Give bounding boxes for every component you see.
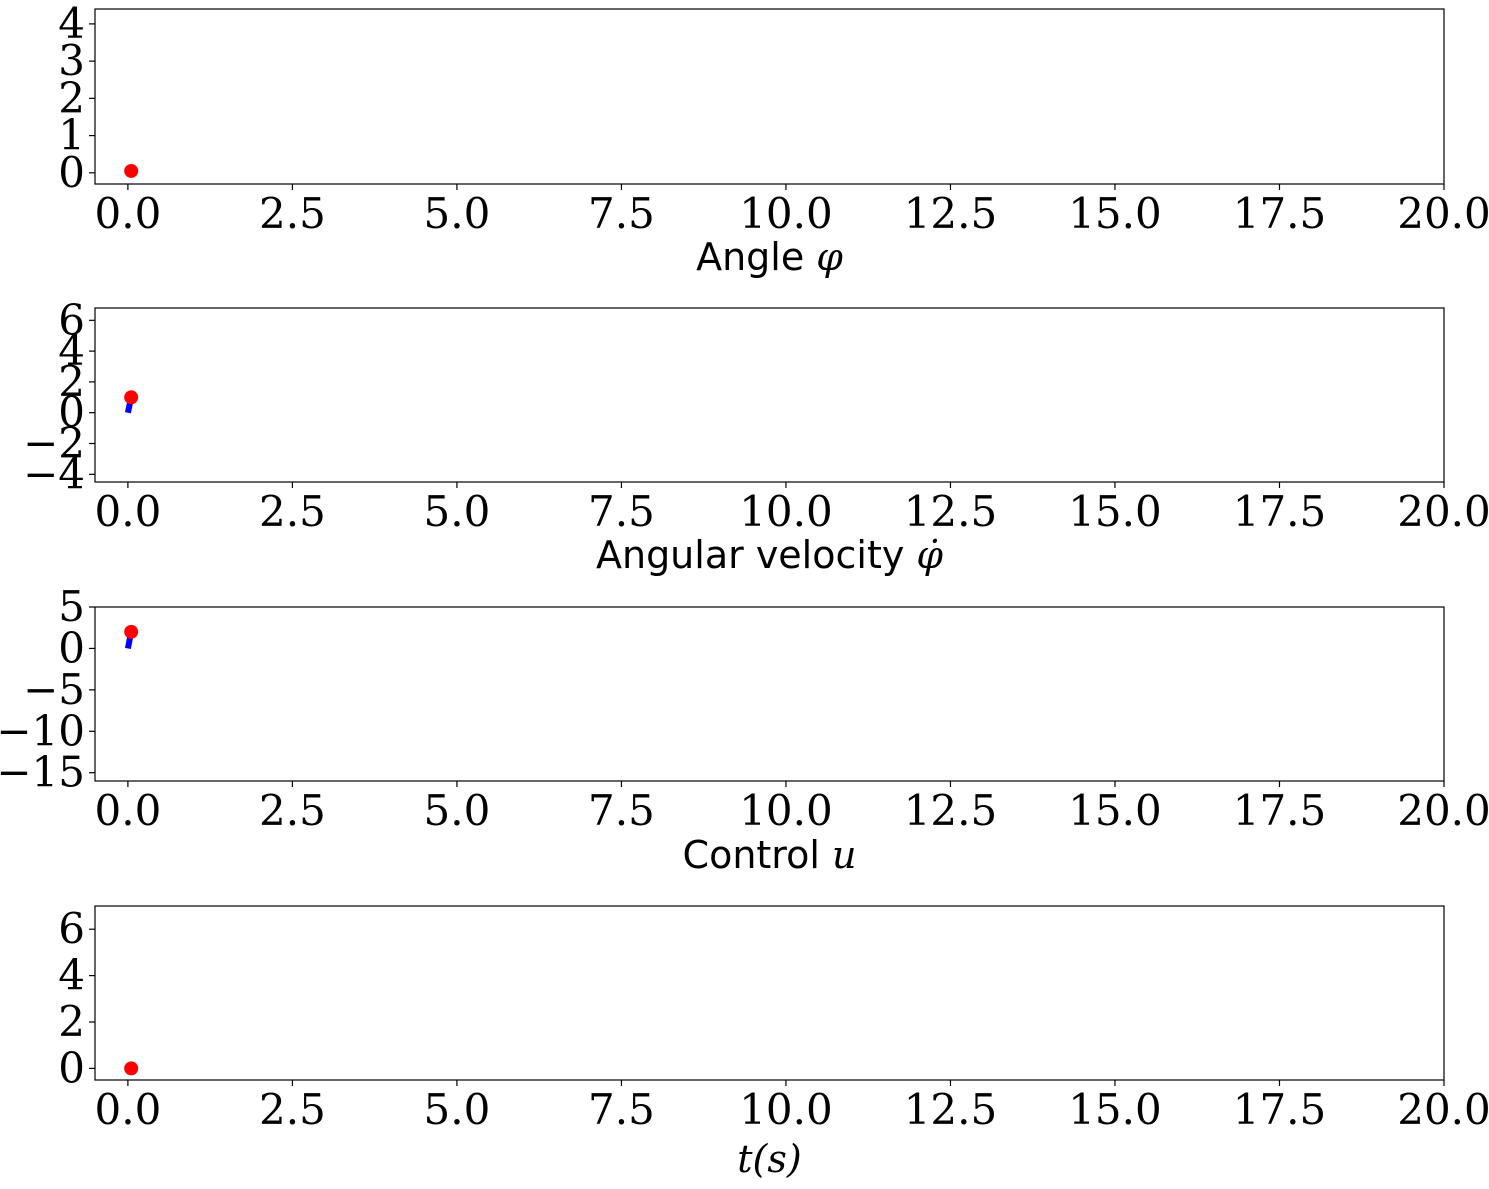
x-tick-label: 0.0 [95, 487, 162, 536]
x-tick-label: 15.0 [1068, 1085, 1162, 1134]
y-tick-label: 3 [58, 36, 85, 85]
x-axis-label: t(s) [737, 1137, 801, 1181]
x-axis-label-math: t(s) [737, 1137, 801, 1181]
x-axis-label-math: φ [816, 235, 843, 279]
plot-frame [94, 8, 1445, 185]
x-tick-label: 17.5 [1233, 487, 1327, 536]
x-axis-label: Control u [683, 833, 857, 877]
y-tick-label: 6 [58, 295, 85, 344]
y-tick-label: 4 [58, 951, 85, 1000]
subplot-3: 0.0 2.5 5.0 7.5 10.0 12.5 15.0 17.5 20.0 −15−10−5… [0, 582, 1489, 877]
x-tick-label: 17.5 [1233, 1085, 1327, 1134]
x-tick-label: 2.5 [259, 1085, 326, 1134]
x-tick-label: 7.5 [588, 487, 655, 536]
x-axis-label-math: φ̇ [916, 533, 943, 577]
x-tick-label: 17.5 [1233, 786, 1327, 835]
x-tick-label: 20.0 [1397, 786, 1489, 835]
data-point [124, 1061, 139, 1076]
y-tick-label: 4 [58, 326, 85, 375]
x-tick-label: 15.0 [1068, 786, 1162, 835]
x-axis-label-text: Control [683, 833, 832, 877]
y-tick-label: 4 [58, 0, 85, 48]
y-tick-label: 0 [58, 1043, 85, 1092]
y-tick-label: 5 [58, 582, 85, 631]
y-tick-label: 0 [58, 388, 85, 437]
x-tick-label: 2.5 [259, 786, 326, 835]
x-tick-label: 15.0 [1068, 487, 1162, 536]
x-tick-label: 12.5 [904, 786, 998, 835]
x-tick-label: 0.0 [95, 786, 162, 835]
y-tick-label: 1 [58, 111, 85, 160]
x-tick-label: 20.0 [1397, 487, 1489, 536]
y-tick-label: −2 [23, 419, 85, 468]
x-tick-label: 20.0 [1397, 189, 1489, 238]
x-tick-label: 2.5 [259, 189, 326, 238]
plot-frame [94, 307, 1445, 483]
y-tick-label: −10 [0, 706, 85, 755]
y-tick-label: 6 [58, 904, 85, 953]
x-tick-label: 17.5 [1233, 189, 1327, 238]
y-tick-label: 2 [58, 997, 85, 1046]
data-point [124, 163, 139, 178]
x-tick-label: 0.0 [95, 189, 162, 238]
y-tick-label: 2 [58, 357, 85, 406]
x-tick-label: 7.5 [588, 786, 655, 835]
plot-frame [94, 606, 1445, 782]
x-tick-label: 10.0 [739, 189, 833, 238]
x-tick-label: 5.0 [424, 189, 491, 238]
x-axis-label-text: Angle [696, 235, 816, 279]
x-axis-label-math: u [832, 833, 856, 877]
x-tick-label: 0.0 [95, 1085, 162, 1134]
x-tick-label: 5.0 [424, 1085, 491, 1134]
x-tick-label: 12.5 [904, 1085, 998, 1134]
y-tick-label: −15 [0, 748, 85, 797]
x-tick-label: 7.5 [588, 189, 655, 238]
plot-frame [94, 905, 1445, 1081]
x-axis-label-text: Angular velocity [596, 533, 916, 577]
data-point [124, 390, 139, 405]
x-tick-label: 2.5 [259, 487, 326, 536]
x-axis-label: Angular velocity φ̇ [596, 533, 943, 577]
x-tick-label: 15.0 [1068, 189, 1162, 238]
x-tick-label: 5.0 [424, 786, 491, 835]
y-tick-label: −4 [23, 449, 85, 498]
x-tick-label: 10.0 [739, 786, 833, 835]
x-tick-label: 5.0 [424, 487, 491, 536]
x-tick-label: 10.0 [739, 1085, 833, 1134]
x-axis-label: Angle φ [696, 235, 843, 279]
y-tick-label: 2 [58, 73, 85, 122]
data-point [124, 624, 139, 639]
x-tick-label: 7.5 [588, 1085, 655, 1134]
y-tick-label: −5 [23, 665, 85, 714]
y-tick-label: 0 [58, 148, 85, 197]
x-tick-label: 12.5 [904, 189, 998, 238]
x-tick-label: 10.0 [739, 487, 833, 536]
y-tick-label: 0 [58, 623, 85, 672]
x-tick-label: 20.0 [1397, 1085, 1489, 1134]
x-tick-label: 12.5 [904, 487, 998, 536]
subplot-2: 0.0 2.5 5.0 7.5 10.0 12.5 15.0 17.5 20.0 −4−20246… [23, 295, 1489, 577]
